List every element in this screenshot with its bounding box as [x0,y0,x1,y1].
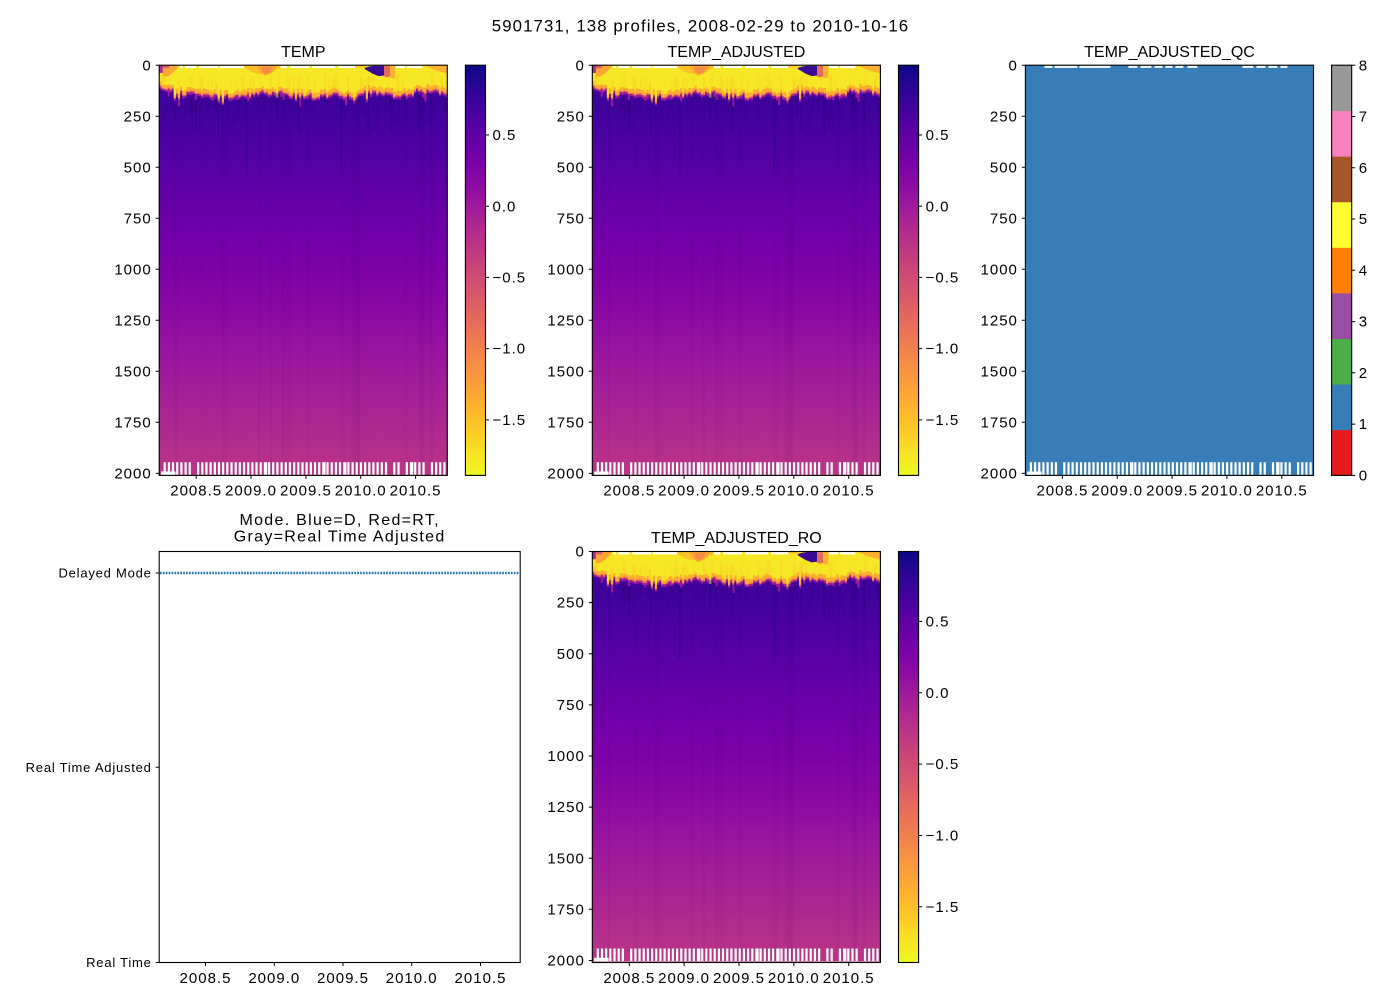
svg-text:2010.0: 2010.0 [386,970,438,987]
svg-text:0.0: 0.0 [926,198,950,215]
svg-text:1500: 1500 [981,363,1018,380]
svg-text:1250: 1250 [547,312,584,329]
svg-text:0.5: 0.5 [493,127,517,144]
svg-text:TEMP_ADJUSTED: TEMP_ADJUSTED [668,44,806,61]
svg-text:−0.5: −0.5 [926,756,960,773]
svg-text:1000: 1000 [547,748,584,765]
svg-text:−1.0: −1.0 [926,828,960,845]
svg-text:−0.5: −0.5 [493,270,527,287]
svg-text:2009.0: 2009.0 [1091,483,1143,500]
svg-text:2000: 2000 [547,466,584,483]
svg-text:1000: 1000 [981,261,1018,278]
svg-text:0.0: 0.0 [926,685,950,702]
svg-text:0: 0 [1009,57,1018,74]
svg-text:750: 750 [557,697,585,714]
svg-text:2010.0: 2010.0 [1201,483,1253,500]
svg-text:0: 0 [575,544,584,561]
svg-text:Mode. Blue=D, Red=RT,: Mode. Blue=D, Red=RT, [239,512,439,529]
svg-text:2009.5: 2009.5 [1146,483,1198,500]
svg-text:2008.5: 2008.5 [1036,483,1088,500]
svg-text:1750: 1750 [114,414,151,431]
svg-text:2010.0: 2010.0 [335,483,387,500]
svg-text:2010.0: 2010.0 [768,483,820,500]
svg-text:250: 250 [557,108,585,125]
svg-text:2000: 2000 [981,466,1018,483]
svg-text:500: 500 [557,159,585,176]
svg-text:250: 250 [557,595,585,612]
svg-text:1500: 1500 [114,363,151,380]
svg-text:250: 250 [124,108,152,125]
svg-text:Real Time: Real Time [86,955,152,970]
svg-text:250: 250 [990,108,1018,125]
svg-text:1750: 1750 [547,901,584,918]
svg-text:0: 0 [142,57,151,74]
svg-text:2008.5: 2008.5 [180,970,232,987]
svg-text:2010.5: 2010.5 [1256,483,1308,500]
svg-text:0: 0 [1359,468,1368,485]
svg-text:1500: 1500 [547,363,584,380]
svg-text:750: 750 [124,210,152,227]
svg-text:2009.5: 2009.5 [280,483,332,500]
svg-text:2009.5: 2009.5 [317,970,369,987]
svg-text:−1.5: −1.5 [926,899,960,916]
svg-text:1500: 1500 [547,850,584,867]
svg-text:1250: 1250 [981,312,1018,329]
svg-text:750: 750 [557,210,585,227]
svg-text:1000: 1000 [114,261,151,278]
svg-text:5901731, 138 profiles, 2008-02: 5901731, 138 profiles, 2008-02-29 to 201… [492,16,909,35]
svg-text:2010.5: 2010.5 [390,483,442,500]
svg-text:8: 8 [1359,57,1368,74]
svg-text:TEMP: TEMP [281,44,325,61]
svg-text:2000: 2000 [547,953,584,970]
svg-text:2010.0: 2010.0 [768,970,820,987]
svg-text:2010.5: 2010.5 [823,483,875,500]
svg-text:2008.5: 2008.5 [170,483,222,500]
svg-text:4: 4 [1359,262,1368,279]
svg-text:1750: 1750 [981,414,1018,431]
svg-text:500: 500 [990,159,1018,176]
svg-text:7: 7 [1359,109,1368,126]
svg-text:0.5: 0.5 [926,127,950,144]
svg-text:TEMP_ADJUSTED_RO: TEMP_ADJUSTED_RO [651,530,822,547]
svg-text:2008.5: 2008.5 [603,483,655,500]
svg-text:2009.0: 2009.0 [225,483,277,500]
svg-text:0.0: 0.0 [493,198,517,215]
svg-text:Delayed Mode: Delayed Mode [59,566,152,581]
svg-text:−1.0: −1.0 [493,341,527,358]
svg-text:2008.5: 2008.5 [603,970,655,987]
svg-text:2009.0: 2009.0 [658,970,710,987]
svg-text:1250: 1250 [114,312,151,329]
svg-text:3: 3 [1359,314,1368,331]
svg-text:−0.5: −0.5 [926,270,960,287]
svg-text:−1.0: −1.0 [926,341,960,358]
svg-text:0.5: 0.5 [926,614,950,631]
svg-text:−1.5: −1.5 [926,412,960,429]
svg-text:1: 1 [1359,416,1368,433]
svg-text:TEMP_ADJUSTED_QC: TEMP_ADJUSTED_QC [1084,44,1255,61]
svg-text:1000: 1000 [547,261,584,278]
svg-text:500: 500 [557,646,585,663]
svg-text:2009.0: 2009.0 [248,970,300,987]
svg-text:Real Time Adjusted: Real Time Adjusted [26,760,152,775]
svg-text:−1.5: −1.5 [493,412,527,429]
svg-text:1750: 1750 [547,414,584,431]
svg-text:2009.5: 2009.5 [713,970,765,987]
svg-text:5: 5 [1359,211,1368,228]
svg-text:2010.5: 2010.5 [455,970,507,987]
svg-text:2000: 2000 [114,466,151,483]
svg-text:0: 0 [575,57,584,74]
svg-text:2009.0: 2009.0 [658,483,710,500]
svg-text:Gray=Real Time Adjusted: Gray=Real Time Adjusted [234,528,446,545]
svg-text:2010.5: 2010.5 [823,970,875,987]
svg-text:500: 500 [124,159,152,176]
svg-text:750: 750 [990,210,1018,227]
svg-text:2: 2 [1359,365,1368,382]
svg-text:6: 6 [1359,160,1368,177]
svg-text:1250: 1250 [547,799,584,816]
svg-text:2009.5: 2009.5 [713,483,765,500]
